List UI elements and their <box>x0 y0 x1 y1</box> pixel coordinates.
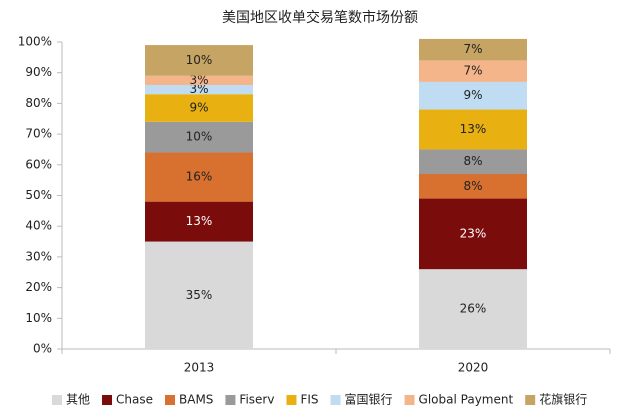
legend-label: 花旗银行 <box>539 392 587 407</box>
y-tick-label: 100% <box>18 35 52 49</box>
x-tick-label: 2013 <box>184 361 215 375</box>
y-tick-label: 40% <box>25 219 52 233</box>
legend-label: BAMS <box>179 393 213 407</box>
y-tick-label: 70% <box>25 127 52 141</box>
bar-segment <box>419 109 527 150</box>
data-label: 3% <box>189 82 208 96</box>
legend-label: 富国银行 <box>345 392 393 407</box>
legend-label: Chase <box>116 393 153 407</box>
data-label: 10% <box>186 130 213 144</box>
legend-label: Fiserv <box>239 393 274 407</box>
data-label: 7% <box>463 64 482 78</box>
data-label: 23% <box>460 226 487 240</box>
data-label: 16% <box>186 170 213 184</box>
y-tick-label: 30% <box>25 249 52 263</box>
bar-segment <box>419 149 527 175</box>
data-label: 13% <box>460 122 487 136</box>
data-label: 13% <box>186 214 213 228</box>
y-tick-label: 10% <box>25 311 52 325</box>
bar-segment <box>145 152 253 202</box>
legend-swatch <box>330 395 341 405</box>
data-label: 8% <box>463 154 482 168</box>
data-label: 9% <box>189 101 208 115</box>
legend-swatch <box>52 395 62 405</box>
y-tick-label: 80% <box>25 96 52 110</box>
legend-label: Global Payment <box>419 393 514 407</box>
bar-segment <box>419 174 527 199</box>
legend-swatch <box>286 395 297 405</box>
bar-segment <box>145 75 253 85</box>
data-label: 8% <box>463 179 482 193</box>
legend-swatch <box>404 395 415 405</box>
y-tick-label: 50% <box>25 188 52 202</box>
bar-segment <box>145 241 253 349</box>
bar-segment <box>419 60 527 82</box>
bar-segment <box>419 81 527 110</box>
data-label: 35% <box>186 288 213 302</box>
bar-segment <box>419 198 527 270</box>
data-label: 26% <box>460 302 487 316</box>
data-label: 9% <box>463 88 482 102</box>
y-tick-label: 90% <box>25 65 52 79</box>
bar-segment <box>145 94 253 122</box>
legend-swatch <box>102 395 113 405</box>
legend-swatch <box>225 395 236 405</box>
bar-segment <box>145 45 253 76</box>
legend-label: FIS <box>300 393 318 407</box>
y-tick-label: 20% <box>25 280 52 294</box>
bar-segment <box>145 84 253 95</box>
legend-swatch <box>165 395 175 405</box>
bar-segment <box>419 38 527 61</box>
y-tick-label: 0% <box>33 342 52 356</box>
y-tick-label: 60% <box>25 157 52 171</box>
chart-title: 美国地区收单交易笔数市场份额 <box>222 9 418 26</box>
x-tick-label: 2020 <box>458 361 489 375</box>
data-label: 10% <box>186 53 213 67</box>
bar-segment <box>145 201 253 242</box>
bar-segment <box>419 269 527 349</box>
data-label: 3% <box>189 73 208 87</box>
data-label: 7% <box>463 42 482 56</box>
legend-label: 其他 <box>66 393 90 407</box>
legend-swatch <box>525 395 536 405</box>
bar-segment <box>145 121 253 153</box>
